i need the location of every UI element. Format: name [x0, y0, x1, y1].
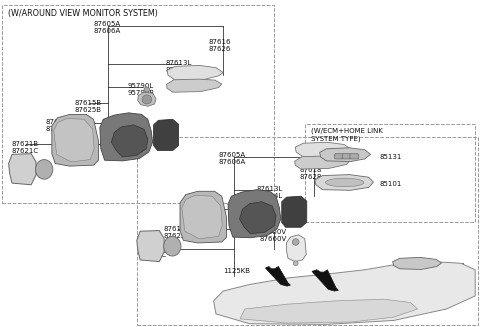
Text: 87612
87622: 87612 87622 [163, 226, 186, 239]
Polygon shape [180, 191, 227, 243]
Ellipse shape [142, 95, 152, 104]
Ellipse shape [164, 236, 181, 256]
Ellipse shape [144, 87, 150, 92]
Bar [2, 5, 274, 203]
Polygon shape [138, 92, 156, 106]
FancyBboxPatch shape [350, 154, 359, 159]
Polygon shape [315, 175, 373, 190]
Polygon shape [54, 118, 94, 162]
Polygon shape [214, 262, 475, 324]
Text: 87605A
87606A: 87605A 87606A [94, 21, 121, 34]
Polygon shape [265, 267, 290, 286]
Text: 87613L
87614L: 87613L 87614L [166, 60, 192, 74]
Text: 85101: 85101 [379, 181, 402, 186]
Polygon shape [295, 142, 351, 157]
Text: 87621B
87621C: 87621B 87621C [139, 245, 167, 258]
Text: 87618
87628: 87618 87628 [300, 167, 323, 180]
Polygon shape [167, 79, 222, 92]
Polygon shape [9, 154, 36, 185]
Polygon shape [228, 190, 281, 238]
Polygon shape [393, 257, 442, 269]
Text: 95790L
95790R: 95790L 95790R [127, 83, 155, 96]
Text: 87650V
87660V: 87650V 87660V [259, 229, 287, 242]
Text: 1125KB: 1125KB [223, 268, 250, 274]
Text: 87621B
87621C: 87621B 87621C [12, 141, 39, 154]
Text: (W/AROUND VIEW MONITOR SYSTEM): (W/AROUND VIEW MONITOR SYSTEM) [8, 9, 158, 18]
Polygon shape [167, 65, 223, 80]
Polygon shape [312, 270, 338, 291]
Polygon shape [287, 235, 306, 262]
Polygon shape [320, 148, 371, 162]
Text: (W/ECM+HOME LINK
SYSTEM TYPE): (W/ECM+HOME LINK SYSTEM TYPE) [311, 128, 383, 142]
Ellipse shape [292, 239, 299, 245]
Text: 87615B
87625B: 87615B 87625B [194, 206, 222, 219]
Ellipse shape [36, 160, 53, 179]
FancyBboxPatch shape [342, 154, 351, 159]
Polygon shape [295, 156, 350, 169]
Polygon shape [282, 196, 307, 227]
FancyBboxPatch shape [335, 154, 343, 159]
Polygon shape [52, 114, 98, 166]
Bar [305, 124, 475, 222]
Ellipse shape [293, 261, 298, 266]
Polygon shape [111, 125, 148, 157]
Polygon shape [182, 195, 222, 239]
Polygon shape [240, 202, 276, 234]
Text: 87612
87622: 87612 87622 [46, 119, 68, 132]
Text: 87605A
87606A: 87605A 87606A [218, 152, 246, 165]
Polygon shape [137, 231, 164, 262]
Text: 85101: 85101 [444, 263, 467, 269]
Bar [137, 137, 478, 325]
Polygon shape [154, 119, 179, 150]
Polygon shape [240, 299, 418, 323]
Polygon shape [100, 113, 153, 161]
Text: 87613L
87614L: 87613L 87614L [257, 186, 283, 199]
Ellipse shape [325, 178, 364, 187]
Text: 87615B
87625B: 87615B 87625B [74, 100, 102, 113]
Text: 85131: 85131 [379, 154, 402, 160]
Text: 87616
87626: 87616 87626 [209, 39, 231, 52]
